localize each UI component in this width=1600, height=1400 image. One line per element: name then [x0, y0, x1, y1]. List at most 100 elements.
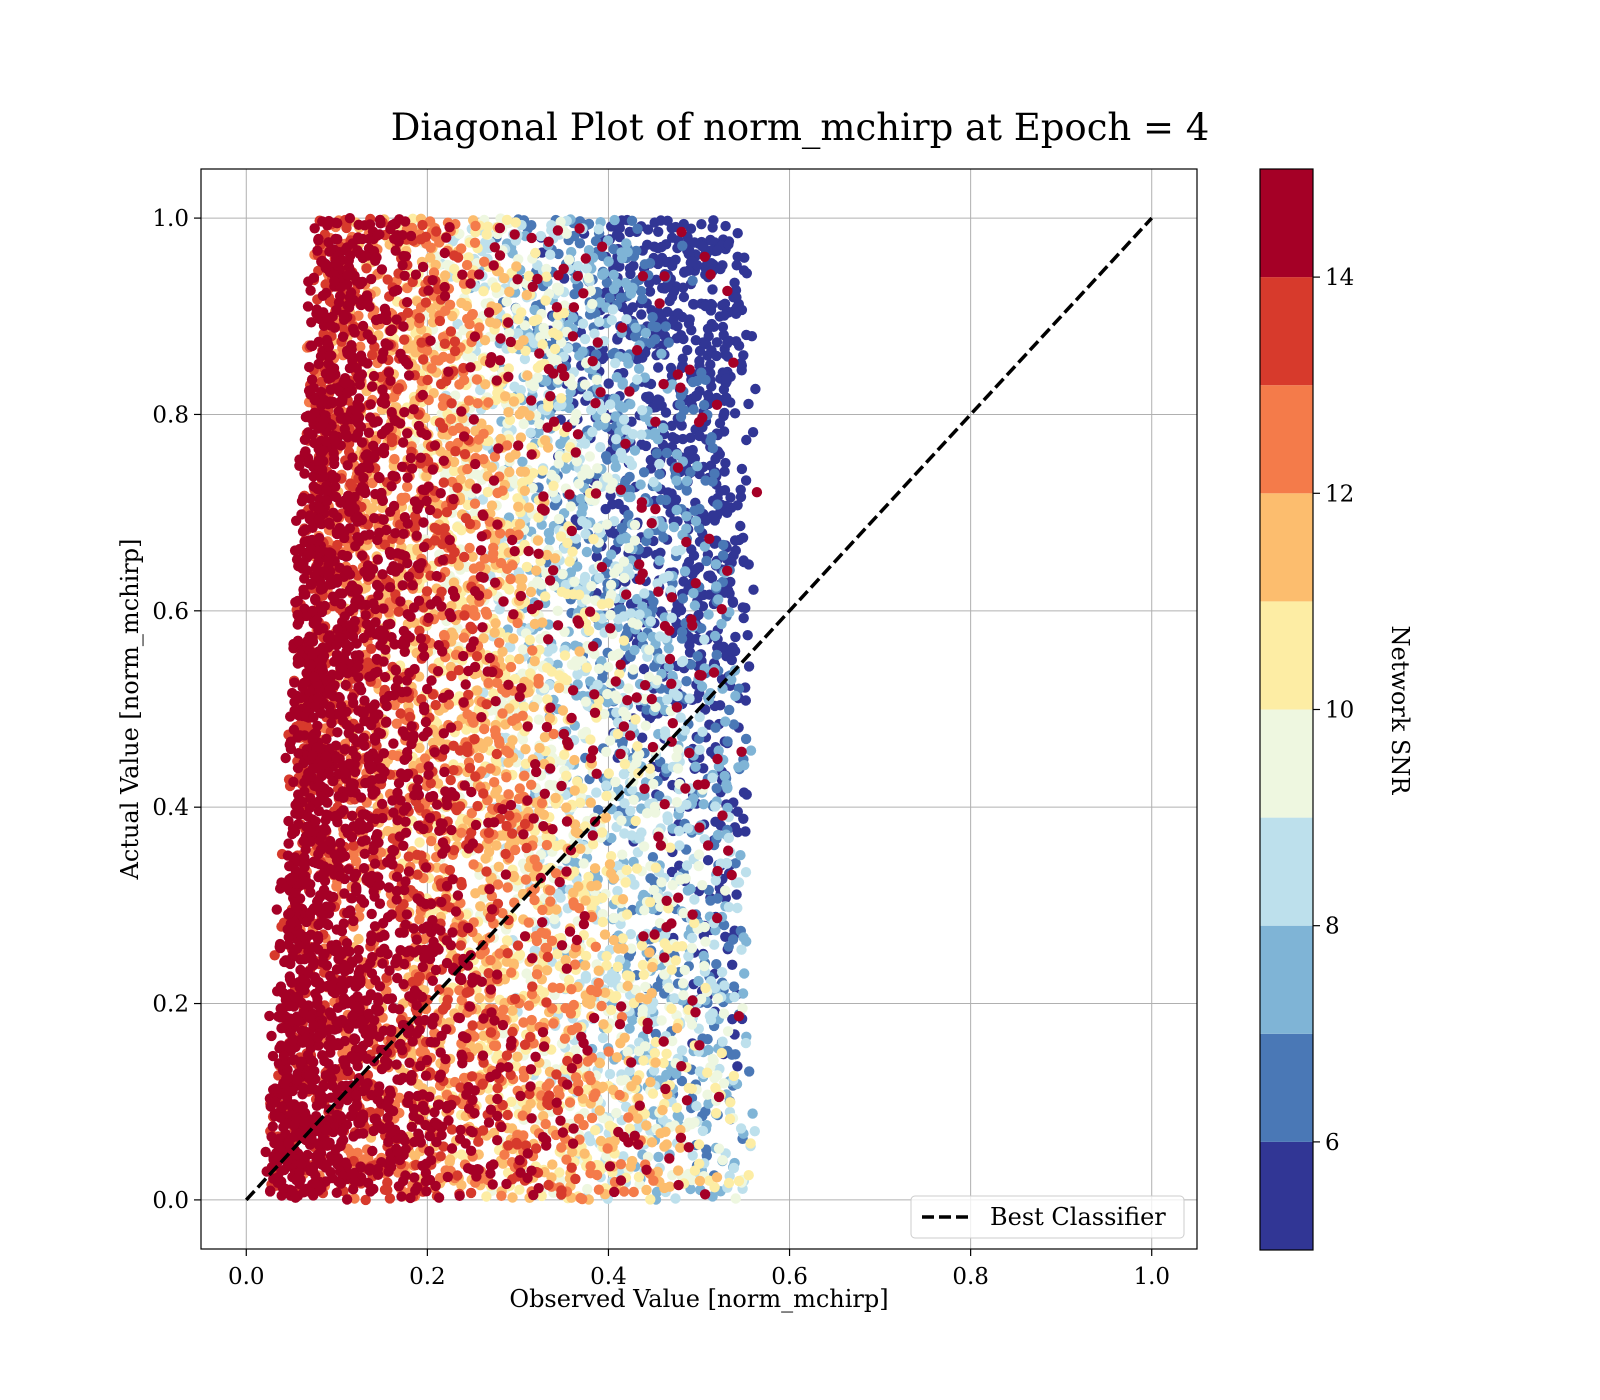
scatter-point — [702, 1089, 713, 1100]
scatter-point — [720, 931, 731, 942]
scatter-point — [711, 337, 723, 348]
scatter-point — [718, 539, 729, 551]
scatter-point — [528, 701, 539, 713]
scatter-point — [514, 409, 525, 420]
scatter-point — [558, 672, 569, 683]
scatter-point — [730, 690, 741, 702]
scatter-point — [716, 618, 727, 630]
scatter-point — [549, 343, 561, 355]
scatter-point — [692, 651, 703, 662]
scatter-point — [656, 1015, 667, 1026]
scatter-point — [625, 268, 636, 280]
scatter-point — [520, 744, 531, 755]
scatter-point — [590, 941, 601, 952]
scatter-point — [629, 445, 641, 456]
scatter-point — [721, 857, 732, 869]
scatter-point — [651, 448, 663, 459]
scatter-point — [543, 527, 555, 539]
scatter-point — [540, 435, 551, 446]
scatter-point — [581, 519, 592, 530]
scatter-point — [565, 567, 577, 578]
scatter-point — [641, 1184, 652, 1196]
scatter-point — [738, 350, 749, 361]
scatter-point — [676, 1045, 688, 1056]
scatter-point — [741, 434, 752, 446]
scatter-point — [494, 637, 505, 648]
scatter-point — [605, 483, 616, 494]
scatter-point — [585, 797, 596, 808]
scatter-point — [636, 631, 648, 643]
scatter-point — [697, 1125, 709, 1137]
scatter-point — [529, 618, 541, 630]
scatter-point — [645, 1194, 656, 1205]
scatter-point — [632, 1113, 643, 1124]
scatter-point — [540, 295, 551, 306]
scatter-point — [501, 296, 512, 307]
scatter-point — [738, 265, 750, 276]
scatter-point — [601, 780, 612, 791]
scatter-point — [686, 932, 698, 944]
scatter-point — [729, 991, 740, 1003]
scatter-point — [604, 292, 615, 303]
scatter-point — [479, 256, 490, 267]
scatter-point — [478, 286, 489, 297]
scatter-point — [527, 645, 538, 656]
scatter-point — [648, 778, 659, 790]
scatter-point — [650, 862, 662, 873]
scatter-point — [573, 881, 584, 892]
scatter-point — [585, 998, 596, 1010]
scatter-point — [522, 370, 533, 381]
scatter-point — [685, 659, 697, 670]
scatter-point — [577, 502, 588, 513]
scatter-point — [596, 827, 608, 838]
scatter-point — [689, 505, 700, 516]
scatter-point — [572, 260, 584, 272]
scatter-point — [740, 475, 752, 486]
scatter-point — [666, 612, 677, 623]
scatter-point — [618, 611, 629, 622]
scatter-point — [698, 950, 709, 962]
scatter-point — [501, 214, 513, 226]
scatter-point — [574, 646, 585, 657]
scatter-point — [402, 481, 413, 492]
scatter-point — [542, 646, 554, 657]
scatter-point — [590, 1125, 601, 1136]
scatter-point — [735, 850, 746, 861]
scatter-point — [605, 579, 617, 591]
scatter-point — [603, 1046, 614, 1057]
scatter-point — [717, 321, 729, 333]
scatter-point — [694, 345, 706, 357]
scatter-point — [683, 1117, 695, 1128]
scatter-point — [691, 633, 702, 644]
scatter-point — [602, 472, 613, 483]
scatter-point — [582, 1056, 593, 1067]
scatter-point — [662, 279, 673, 291]
scatter-point — [698, 799, 709, 810]
scatter-point — [718, 1008, 730, 1019]
scatter-point — [747, 427, 759, 438]
scatter-point — [671, 1022, 683, 1034]
scatter-point — [584, 451, 595, 462]
scatter-point — [562, 537, 573, 549]
scatter-point — [606, 977, 617, 988]
scatter-point — [586, 581, 597, 592]
scatter-point — [547, 1159, 558, 1170]
scatter-point — [602, 454, 613, 465]
scatter-point — [648, 430, 660, 441]
scatter-point — [711, 350, 722, 362]
scatter-point — [630, 815, 641, 827]
scatter-point — [619, 798, 630, 809]
scatter-point — [579, 1148, 590, 1159]
scatter-point — [686, 544, 697, 555]
scatter-point — [628, 664, 639, 675]
scatter-point — [502, 882, 513, 893]
scatter-point — [638, 1055, 649, 1066]
scatter-point — [490, 618, 501, 629]
scatter-point — [610, 411, 621, 422]
scatter-point — [691, 563, 702, 575]
scatter-point — [653, 226, 664, 237]
scatter-point — [711, 581, 722, 592]
scatter-point — [667, 315, 679, 326]
scatter-point — [723, 901, 735, 913]
scatter-point — [693, 849, 705, 860]
